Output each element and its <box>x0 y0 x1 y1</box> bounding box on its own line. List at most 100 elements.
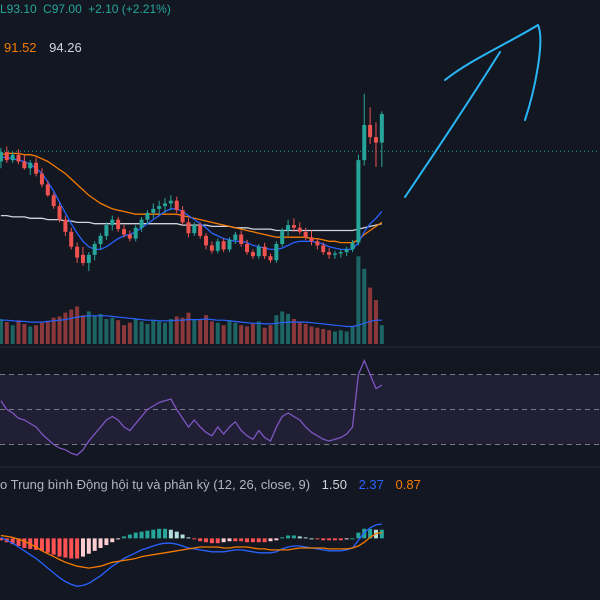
candle-body <box>297 227 302 232</box>
candle-body <box>104 225 109 236</box>
candle <box>45 180 50 197</box>
volume-bar <box>4 322 9 344</box>
histogram-value: 0.87 <box>395 477 421 492</box>
low-value: L93.10 <box>0 2 37 16</box>
candle <box>303 227 308 240</box>
volume-bar <box>198 318 203 344</box>
macd-histogram-bar <box>127 534 132 539</box>
macd-histogram-bar <box>250 538 255 543</box>
macd-histogram-bar <box>63 538 68 558</box>
candle-body <box>157 206 162 209</box>
volume-bar <box>338 330 343 344</box>
macd-value: 1.50 <box>321 477 347 492</box>
candle <box>280 227 285 247</box>
macd-histogram-bar <box>51 538 56 555</box>
volume-bar <box>28 326 33 344</box>
candle-body <box>75 246 80 258</box>
volume-bar <box>92 315 97 344</box>
candle-body <box>22 161 27 169</box>
volume-bar <box>215 322 220 344</box>
candle-body <box>145 212 150 220</box>
volume-bar <box>151 320 156 344</box>
candle <box>373 122 378 167</box>
volume-bar <box>250 323 255 344</box>
signal-value: 2.37 <box>358 477 384 492</box>
candle-body <box>163 203 168 207</box>
candle <box>139 216 144 232</box>
candle <box>157 200 162 215</box>
candle-body <box>39 173 44 185</box>
candle-body <box>227 239 232 250</box>
volume-bar <box>362 268 367 344</box>
macd-histogram-bar <box>192 538 197 540</box>
macd-histogram-bar <box>256 538 261 543</box>
volume-bar <box>104 318 109 344</box>
candle <box>239 230 244 247</box>
candle-body <box>215 241 220 251</box>
macd-histogram-bar <box>338 538 343 541</box>
candle <box>256 244 261 259</box>
macd-histogram-bar <box>297 536 302 539</box>
candle-body <box>256 246 261 257</box>
volume-bar <box>268 325 273 344</box>
candle-body <box>28 162 33 169</box>
candle-body <box>327 252 332 255</box>
candle <box>315 238 320 250</box>
volume-bar <box>379 325 384 344</box>
volume-bar <box>186 312 191 344</box>
volume-bar <box>0 318 3 344</box>
candle-body <box>121 229 126 235</box>
macd-histogram-bar <box>145 530 150 539</box>
candle-body <box>45 184 50 196</box>
candle <box>151 203 156 219</box>
candle <box>221 238 226 253</box>
rsi-line <box>0 358 383 456</box>
candle-body <box>332 253 337 255</box>
candle <box>145 210 150 224</box>
volume-bar <box>321 328 326 344</box>
macd-histogram-bar <box>368 528 373 539</box>
candle <box>291 218 296 232</box>
volume-bar <box>356 256 361 344</box>
candle <box>10 152 15 163</box>
candle-body <box>180 210 185 223</box>
volume-bar <box>139 321 144 344</box>
candle <box>186 218 191 238</box>
volume-bar <box>262 327 267 344</box>
candle-body <box>151 208 156 213</box>
candle-body <box>98 235 103 244</box>
candle-body <box>321 245 326 253</box>
macd-histogram-bar <box>245 538 250 543</box>
candle-body <box>368 124 373 138</box>
macd-histogram-bar <box>121 536 126 539</box>
candle-body <box>10 154 15 161</box>
candle-body <box>291 225 296 228</box>
macd-histogram-bar <box>0 538 3 541</box>
volume-bar <box>350 326 355 344</box>
candle-body <box>57 206 62 220</box>
candle <box>98 233 103 250</box>
candle <box>215 238 220 254</box>
macd-histogram-bar <box>274 538 279 541</box>
candle <box>28 160 33 175</box>
candle-body <box>139 219 144 228</box>
macd-histogram-bar <box>92 538 97 551</box>
candle-body <box>274 244 279 261</box>
volume-bar <box>303 323 308 344</box>
volume-bar <box>373 300 378 344</box>
close-value: C97.00 <box>43 2 82 16</box>
volume-bar <box>180 317 185 344</box>
macd-histogram-bar <box>268 538 273 542</box>
candle-body <box>221 241 226 250</box>
volume-bar <box>297 321 302 344</box>
candle-body <box>110 219 115 226</box>
candle <box>133 225 138 242</box>
candle <box>233 231 238 244</box>
volume-bar <box>34 325 39 344</box>
macd-histogram-bar <box>309 538 314 540</box>
macd-histogram-bar <box>180 534 185 539</box>
macd-histogram-bar <box>86 538 91 554</box>
macd-title: o Trung bình Động hội tụ và phân kỳ (12,… <box>0 477 311 492</box>
